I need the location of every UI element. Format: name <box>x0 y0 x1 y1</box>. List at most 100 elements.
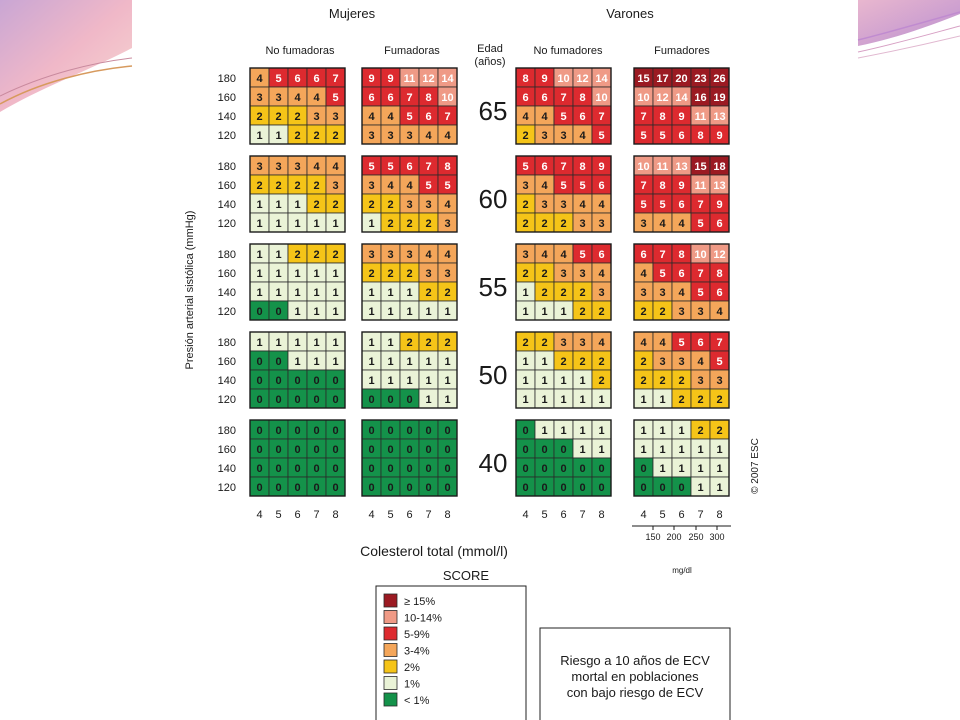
legend-label: 2% <box>404 662 420 674</box>
risk-cell-value: 2 <box>678 394 684 406</box>
risk-cell-value: 1 <box>406 356 412 368</box>
risk-cell-value: 0 <box>313 375 319 387</box>
note-line-3: con bajo riesgo de ECV <box>567 685 704 700</box>
risk-cell-value: 1 <box>275 199 281 211</box>
risk-panel: 9 9 11 12 146 6 7 8 104 4 5 6 73 3 3 4 4 <box>361 67 458 145</box>
risk-cell-value: 10 <box>637 92 649 104</box>
risk-cell-value: 0 <box>313 444 319 456</box>
risk-cell-value: 17 <box>656 73 668 85</box>
risk-cell-value: 6 <box>387 92 393 104</box>
risk-cell-value: 1 <box>522 375 528 387</box>
risk-cell-value: 1 <box>294 337 300 349</box>
risk-cell-value: 3 <box>598 287 604 299</box>
sbp-tick-label: 120 <box>218 482 236 494</box>
risk-cell-value: 1 <box>444 356 450 368</box>
risk-cell-value: 4 <box>406 180 413 192</box>
risk-cell-value: 9 <box>716 199 722 211</box>
cholesterol-tick-label: 6 <box>678 509 684 521</box>
risk-cell-value: 8 <box>425 92 431 104</box>
risk-cell-value: 1 <box>522 287 528 299</box>
risk-cell-value: 0 <box>313 463 319 475</box>
risk-cell-value: 0 <box>256 425 262 437</box>
risk-cell-value: 2 <box>541 218 547 230</box>
risk-cell-value: 1 <box>387 306 393 318</box>
risk-cell-value: 0 <box>256 394 262 406</box>
cholesterol-tick-label: 8 <box>598 509 604 521</box>
risk-cell-value: 0 <box>579 463 585 475</box>
risk-cell-value: 4 <box>444 199 451 211</box>
risk-cell-value: 3 <box>256 92 262 104</box>
risk-cell-value: 3 <box>716 375 722 387</box>
risk-cell-value: 1 <box>313 218 319 230</box>
legend-label: ≥ 15% <box>404 596 435 608</box>
risk-cell-value: 10 <box>557 73 569 85</box>
risk-cell-value: 2 <box>275 111 281 123</box>
risk-cell-value: 2 <box>444 337 450 349</box>
risk-cell-value: 0 <box>522 463 528 475</box>
risk-cell-value: 0 <box>275 425 281 437</box>
risk-cell-value: 1 <box>579 375 585 387</box>
risk-cell-value: 2 <box>579 356 585 368</box>
risk-cell-value: 1 <box>444 375 450 387</box>
risk-cell-value: 6 <box>522 92 528 104</box>
risk-cell-value: 2 <box>406 268 412 280</box>
risk-cell-value: 1 <box>256 287 262 299</box>
risk-cell-value: 11 <box>404 73 416 85</box>
age-block-50: 1 1 1 1 10 0 1 1 10 0 0 0 00 0 0 0 01 1 2 2 21 1 1 1 11 1 1 1 10 0 0 1 1… <box>218 331 730 409</box>
risk-cell-value: 1 <box>678 425 684 437</box>
risk-cell-value: 1 <box>368 356 374 368</box>
risk-cell-value: 16 <box>694 92 706 104</box>
risk-cell-value: 1 <box>256 268 262 280</box>
sbp-tick-label: 180 <box>218 161 236 173</box>
risk-cell-value: 6 <box>313 73 319 85</box>
risk-cell-value: 8 <box>678 249 684 261</box>
panel-border <box>633 155 730 233</box>
risk-panel: 0 1 1 1 1 0 0 0 1 1 0 0 0 0 0 0 0 0 0 0 <box>515 419 612 497</box>
cholesterol-tick-label: 8 <box>716 509 722 521</box>
risk-cell-value: 3 <box>541 130 547 142</box>
risk-cell-value: 0 <box>256 375 262 387</box>
cholesterol-tick-label: 5 <box>659 509 665 521</box>
cholesterol-tick-label: 5 <box>275 509 281 521</box>
risk-cell-value: 7 <box>560 161 566 173</box>
risk-cell-value: 4 <box>659 337 666 349</box>
legend-label: 1% <box>404 679 420 691</box>
risk-cell-value: 2 <box>294 111 300 123</box>
risk-panel: 5 6 7 8 93 4 5 5 62 3 3 4 42 2 2 3 3 <box>515 155 612 233</box>
age-label: 40 <box>479 448 508 478</box>
risk-panel: 3 4 4 5 62 2 3 3 41 2 2 2 31 1 1 2 2 <box>515 243 612 321</box>
risk-cell-value: 7 <box>598 111 604 123</box>
risk-cell-value: 0 <box>579 482 585 494</box>
risk-cell-value: 0 <box>275 356 281 368</box>
panel-border <box>361 243 458 321</box>
risk-cell-value: 1 <box>444 394 450 406</box>
panel-border <box>633 419 730 497</box>
risk-cell-value: 4 <box>678 287 685 299</box>
risk-cell-value: 2 <box>640 375 646 387</box>
age-label: 50 <box>479 360 508 390</box>
legend-label: 10-14% <box>404 613 442 625</box>
risk-panel: 3 3 3 4 42 2 2 3 31 1 1 2 21 1 1 1 1 <box>361 243 458 321</box>
risk-cell-value: 1 <box>560 306 566 318</box>
risk-cell-value: 2 <box>425 337 431 349</box>
risk-panel: 1 1 1 2 2 1 1 1 1 1 0 1 1 1 1 0 0 0 1 1 <box>633 419 730 497</box>
panel-border <box>633 331 730 409</box>
risk-cell-value: 1 <box>406 287 412 299</box>
risk-cell-value: 0 <box>560 444 566 456</box>
panel-border <box>515 67 612 145</box>
risk-cell-value: 2 <box>387 199 393 211</box>
risk-cell-value: 0 <box>444 444 450 456</box>
age-header-unit: (años) <box>474 56 505 68</box>
risk-cell-value: 5 <box>522 161 528 173</box>
left-swoosh-decoration <box>0 0 133 112</box>
risk-cell-value: 1 <box>541 394 547 406</box>
risk-cell-value: 3 <box>444 218 450 230</box>
risk-cell-value: 26 <box>713 73 725 85</box>
risk-cell-value: 1 <box>425 394 431 406</box>
risk-cell-value: 6 <box>640 249 646 261</box>
risk-cell-value: 0 <box>332 444 338 456</box>
risk-cell-value: 6 <box>541 161 547 173</box>
risk-cell-value: 11 <box>695 180 707 192</box>
risk-cell-value: 0 <box>425 482 431 494</box>
risk-cell-value: 10 <box>694 249 706 261</box>
